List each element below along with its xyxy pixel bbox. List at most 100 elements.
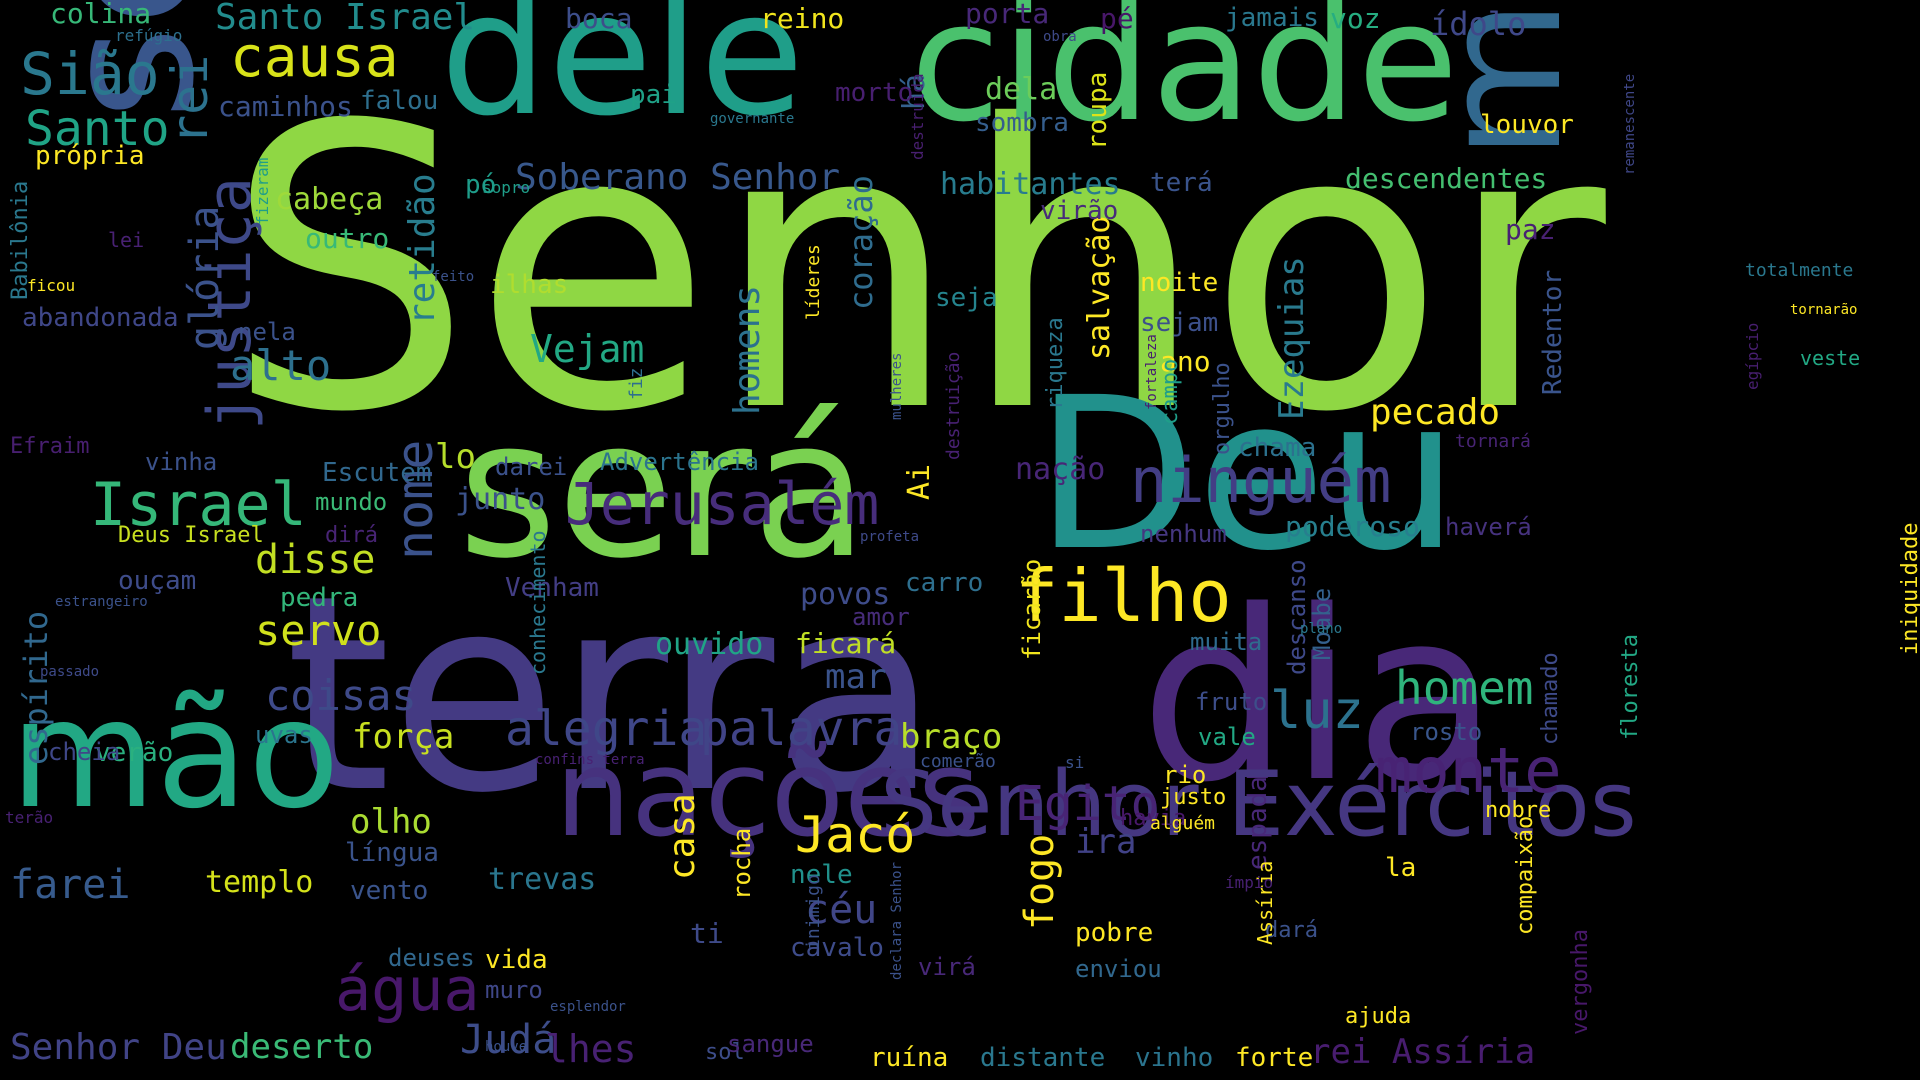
word-santo: Santo (25, 101, 170, 157)
word-terra: terra (285, 537, 940, 852)
word-ninguem: ninguém (1130, 444, 1392, 517)
word-ano: ano (1160, 345, 1211, 378)
word-poderoso: poderoso (1285, 510, 1420, 543)
word-ruina: ruína (870, 1043, 949, 1073)
word-lo: lo (435, 437, 476, 477)
word-coracao: coração (842, 175, 880, 310)
word-siao: Sião (20, 40, 160, 108)
word-dela: dela (985, 72, 1058, 107)
word-dia: dia (1140, 561, 1499, 834)
word-nacoes: nações (555, 725, 981, 864)
word-roupa: roupa (1083, 71, 1113, 150)
word-obra: obra (1043, 29, 1077, 45)
word-alguem: alguém (1150, 813, 1216, 834)
word-esplendor: esplendor (550, 999, 626, 1015)
word-deus-israel: Deus Israel (118, 523, 264, 548)
word-santo-israel: Santo Israel (215, 0, 476, 38)
word-vinho: vinho (1135, 1043, 1214, 1073)
word-ai: Ai (902, 463, 937, 500)
word-alegria: alegria (505, 701, 708, 757)
word-agua: água (335, 955, 480, 1025)
word-rosto: rosto (1410, 718, 1483, 746)
word-conhecimento: conhecimento (526, 530, 550, 676)
word-egipcio: egípcio (1743, 322, 1762, 390)
word-idolo: ídolo (1430, 5, 1527, 43)
word-deu: Deu (1035, 352, 1459, 597)
word-senhor: Senhor (225, 43, 1606, 497)
word-efraim: Efraim (10, 434, 90, 459)
word-sopro: sopro (482, 178, 531, 197)
word-verao: verão (95, 738, 174, 768)
word-chamado: chamado (1538, 652, 1563, 745)
word-sera: será (458, 379, 869, 600)
word-olho: olho (350, 802, 432, 842)
word-nacao: nação (1015, 452, 1106, 487)
word-templo: templo (205, 865, 314, 900)
word-carro: carro (905, 568, 984, 598)
word-lideres: líderes (803, 244, 824, 320)
word-fizeram: fizeram (253, 157, 272, 225)
word-monte: monte (1375, 734, 1562, 807)
word-morto: morto (835, 78, 914, 108)
word-tornarao: tornarão (1790, 302, 1858, 318)
word-riqueza: riqueza (1043, 317, 1068, 410)
word-chama: chama (1238, 433, 1317, 463)
word-homem: homem (1395, 661, 1534, 715)
word-rei-assiria: rei Assíria (1310, 1032, 1536, 1072)
word-braco: braço (900, 717, 1003, 757)
word-pe: pé (1100, 2, 1134, 35)
word-ajuda: ajuda (1345, 1004, 1412, 1029)
word-senhor-deu: Senhor Deu (10, 1027, 227, 1068)
word-seja: seja (935, 283, 998, 313)
word-estrangeiro: estrangeiro (55, 594, 148, 610)
word-fiz: fiz (626, 367, 647, 400)
word-trevas: trevas (488, 862, 597, 897)
word-cidade: cidade (910, 0, 1459, 158)
word-alto: alto (230, 341, 332, 390)
word-soberano-senhor: Soberano Senhor (515, 157, 841, 198)
word-havera: haverá (1445, 513, 1532, 541)
word-muro: muro (485, 976, 543, 1004)
word-retidao: retidão (402, 173, 443, 325)
word-caminhos: caminhos (218, 90, 353, 123)
word-justo: justo (1160, 785, 1227, 810)
word-falou: falou (360, 86, 439, 116)
word-sejam: sejam (1140, 308, 1219, 338)
word-virao: virão (1040, 196, 1119, 226)
word-dele: dele (440, 0, 805, 154)
word-fruto: fruto (1195, 688, 1268, 716)
word-ficarao: ficarão (1018, 558, 1046, 660)
word-venham: Venham (505, 573, 599, 603)
word-la: la (1385, 853, 1417, 883)
word-distante: distante (980, 1043, 1106, 1073)
word-passado: passado (40, 664, 100, 680)
word-ficara: ficará (795, 627, 897, 660)
word-confins-terra: confins terra (535, 752, 645, 768)
word-forca: força (352, 717, 455, 757)
word-vejam: Vejam (530, 327, 645, 371)
word-sangue: sangue (727, 1030, 814, 1058)
word-ouvido: ouvido (655, 627, 764, 662)
word-ficou: ficou (27, 276, 76, 295)
word-tera: terá (1150, 168, 1213, 198)
word-plano: plano (1300, 621, 1343, 637)
word-outro: outro (305, 222, 390, 255)
word-tornara: tornará (1455, 431, 1531, 452)
word-po: pó (465, 170, 497, 200)
word-havia: havia (1120, 806, 1187, 831)
word-luz: luz (1270, 681, 1364, 741)
word-cavalo: cavalo (790, 933, 884, 963)
word-destruicao: destruição (943, 351, 964, 460)
word-jamais: jamais (1225, 3, 1319, 33)
word-jerusalem: Jerusalém (565, 470, 880, 538)
word-jaco: Jacó (795, 806, 916, 864)
word-compaixao: compaixão (1513, 815, 1538, 935)
word-inimigo: inimigo (803, 874, 824, 950)
word-casa: casa (662, 793, 703, 880)
word-salvacao: salvação (1082, 215, 1117, 361)
word-dara: dará (1265, 918, 1318, 943)
word-nela: nela (238, 318, 296, 346)
word-gloria: glória (182, 205, 228, 351)
word-povos: povos (800, 577, 891, 612)
